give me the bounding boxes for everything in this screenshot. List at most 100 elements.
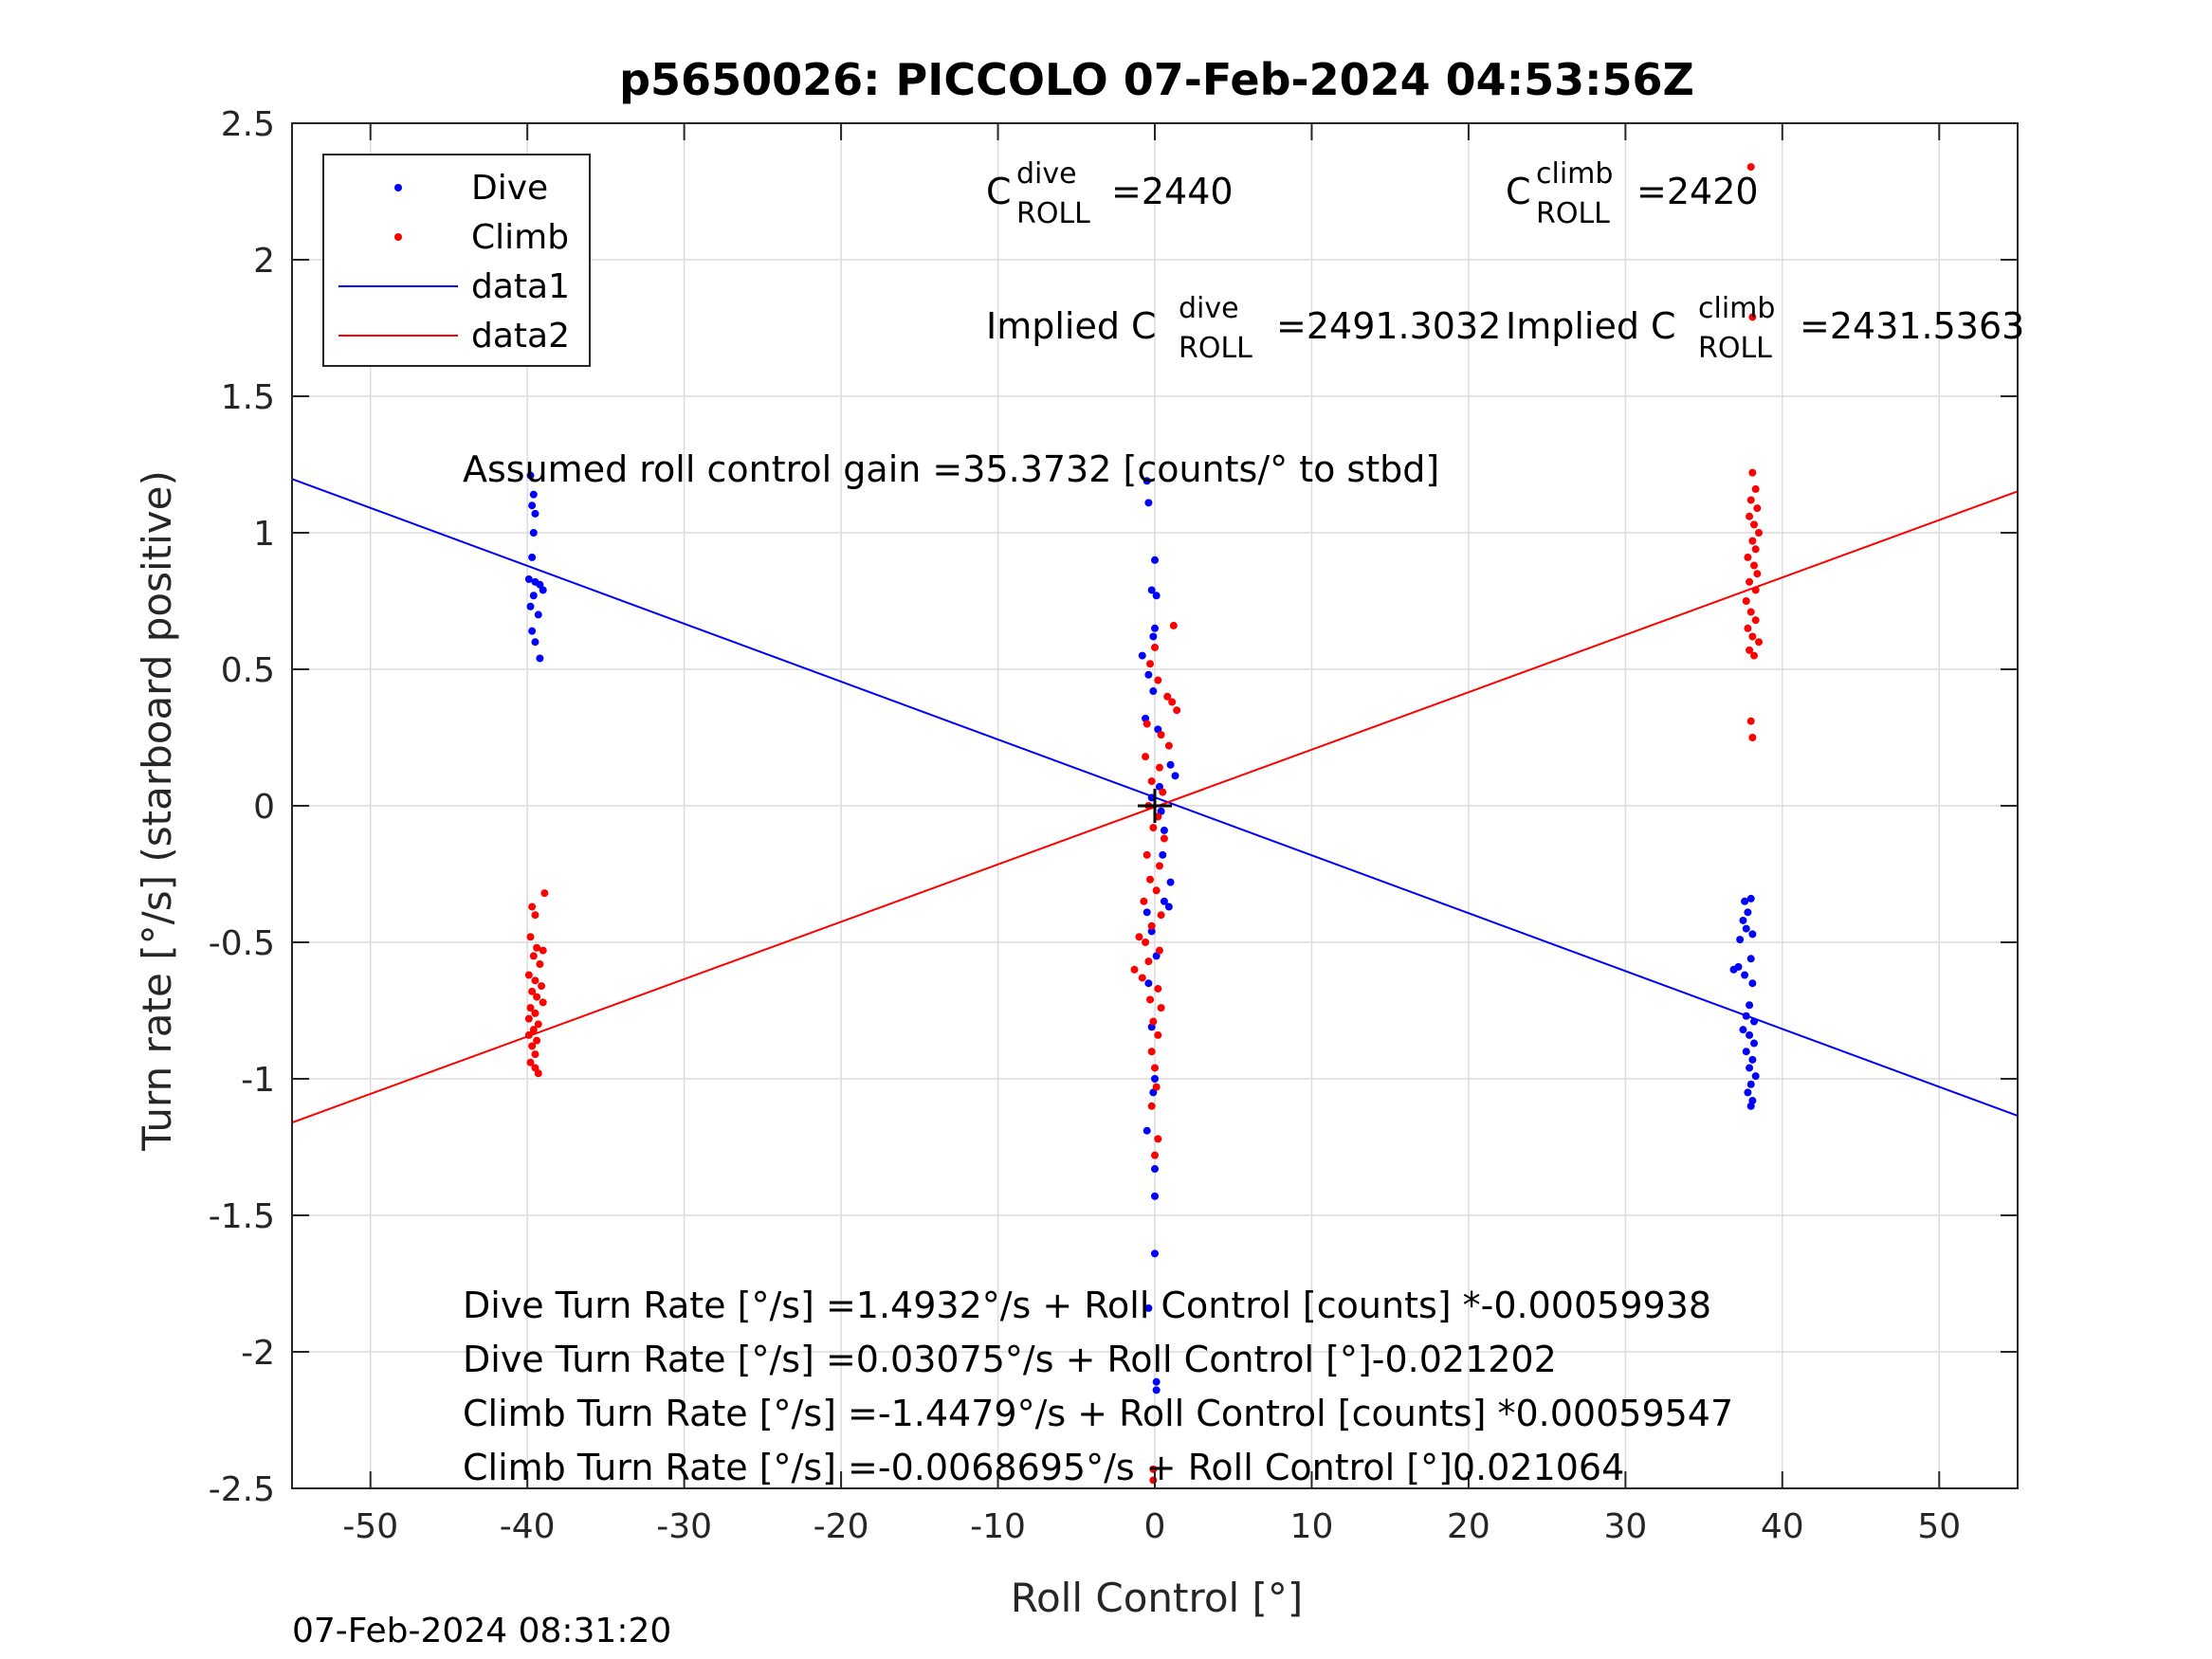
point-climb <box>1742 597 1750 605</box>
point-climb <box>1149 1465 1158 1473</box>
point-climb <box>1157 1004 1165 1012</box>
point-dive <box>1149 687 1158 696</box>
chart-title: p5650026: PICCOLO 07-Feb-2024 04:53:56Z <box>619 54 1694 105</box>
point-dive <box>1159 850 1167 859</box>
point-climb <box>1135 933 1143 941</box>
point-climb <box>1147 777 1156 786</box>
point-dive <box>1144 979 1153 988</box>
legend-data2: data2 <box>471 317 570 356</box>
point-dive <box>1143 1126 1151 1135</box>
point-dive <box>1151 1249 1159 1258</box>
point-dive <box>1739 916 1747 924</box>
point-climb <box>1146 995 1155 1004</box>
c-dive-sub: ROLL <box>1016 197 1090 230</box>
point-dive <box>1746 1001 1754 1010</box>
point-climb <box>1163 692 1172 701</box>
point-dive <box>1152 1386 1161 1395</box>
x-tick-label: 30 <box>1603 1507 1647 1546</box>
point-climb <box>1748 537 1757 545</box>
implied-climb-prefix: Implied C <box>1506 305 1676 347</box>
point-climb <box>1751 586 1760 594</box>
gain-annotation: Assumed roll control gain =35.3732 [coun… <box>463 448 1439 490</box>
data-points <box>524 163 1763 1485</box>
point-dive <box>1739 1026 1747 1034</box>
y-tick-labels: -2.5 -2 -1.5 -1 -0.5 0 0.5 1 1.5 2 2.5 <box>209 105 275 1509</box>
point-dive <box>1152 592 1161 600</box>
implied-climb-annotation: Implied C climb ROLL =2431.5363 <box>1506 292 2024 365</box>
point-climb <box>539 998 547 1007</box>
c-climb-sup: climb <box>1536 157 1613 191</box>
point-dive <box>1741 897 1749 905</box>
point-climb <box>1751 616 1760 625</box>
point-climb <box>1748 313 1757 321</box>
legend-dive: Dive <box>471 169 548 208</box>
point-climb <box>1155 862 1163 870</box>
point-climb <box>1155 763 1163 772</box>
y-tick-label: 2 <box>253 242 275 281</box>
point-dive <box>526 471 535 480</box>
point-climb <box>1748 632 1757 641</box>
point-climb <box>1750 561 1759 570</box>
point-climb <box>539 946 547 955</box>
fit-line-4: Climb Turn Rate [°/s] =-0.0068695°/s + R… <box>463 1447 1624 1488</box>
x-tick-label: -40 <box>500 1507 556 1546</box>
point-climb <box>1748 734 1757 741</box>
point-climb <box>1144 957 1153 966</box>
point-climb <box>1746 717 1755 725</box>
point-climb <box>526 933 535 941</box>
fit-line-1: Dive Turn Rate [°/s] =1.4932°/s + Roll C… <box>463 1285 1711 1326</box>
y-tick-label: 1 <box>253 515 275 554</box>
point-climb <box>526 1004 535 1012</box>
point-climb <box>1146 875 1155 884</box>
point-dive <box>1138 651 1146 660</box>
point-climb <box>1746 646 1754 654</box>
point-climb <box>529 1026 538 1034</box>
c-dive-annotation: C dive ROLL =2440 <box>986 157 1234 230</box>
point-climb <box>1146 660 1155 668</box>
point-climb <box>1750 651 1759 660</box>
point-climb <box>1744 624 1752 632</box>
point-dive <box>1742 1012 1750 1020</box>
point-climb <box>1152 1083 1161 1091</box>
point-dive <box>1151 1165 1159 1174</box>
y-tick-label: 0 <box>253 788 275 827</box>
point-climb <box>1142 753 1150 761</box>
point-dive <box>1160 826 1168 834</box>
point-dive <box>539 586 547 594</box>
axis-ticks <box>292 122 2018 1489</box>
point-climb <box>533 1036 541 1045</box>
x-tick-label: -10 <box>970 1507 1026 1546</box>
point-dive <box>1748 979 1757 988</box>
implied-dive-value: =2491.3032 <box>1276 305 1501 347</box>
legend: Dive Climb data1 data2 <box>322 154 591 367</box>
y-tick-label: 2.5 <box>221 105 275 144</box>
point-dive <box>1143 908 1151 917</box>
point-dive <box>1147 586 1156 594</box>
fit-line-3: Climb Turn Rate [°/s] =-1.4479°/s + Roll… <box>463 1393 1733 1434</box>
point-dive <box>524 574 533 583</box>
implied-dive-annotation: Implied C dive ROLL =2491.3032 <box>986 292 1501 365</box>
point-climb <box>529 952 538 960</box>
point-climb <box>1149 1017 1158 1026</box>
x-tick-label: -30 <box>656 1507 712 1546</box>
point-dive <box>1149 632 1158 641</box>
point-climb <box>1748 468 1757 477</box>
point-climb <box>1173 706 1181 715</box>
point-dive <box>531 509 539 518</box>
point-climb <box>1140 897 1148 905</box>
point-climb <box>538 982 546 991</box>
point-climb <box>524 1014 533 1023</box>
x-tick-label: -50 <box>342 1507 398 1546</box>
x-axis-label: Roll Control [°] <box>1011 1575 1304 1621</box>
point-dive <box>1746 955 1755 963</box>
point-climb <box>1143 720 1151 728</box>
point-climb <box>528 902 537 911</box>
point-climb <box>1159 788 1167 796</box>
legend-box <box>322 154 591 367</box>
point-dive <box>1729 965 1738 974</box>
point-dive <box>1748 930 1757 939</box>
c-climb-sub: ROLL <box>1536 197 1610 230</box>
point-dive <box>1750 1039 1759 1048</box>
x-tick-label: 20 <box>1447 1507 1490 1546</box>
